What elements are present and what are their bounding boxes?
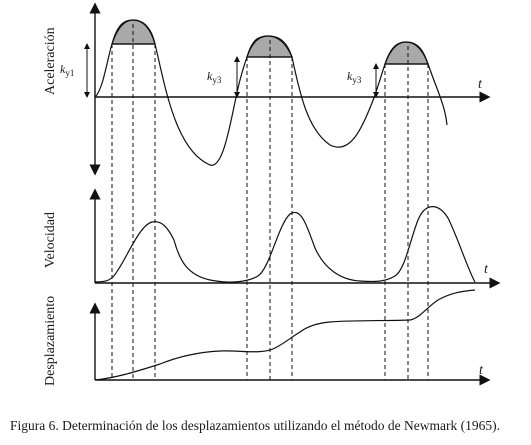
excess-area-3 (384, 41, 429, 65)
velocity-axis-title: Velocidad (43, 212, 58, 268)
acceleration-panel: ky1 ky3 ky3 Aceleración t (43, 2, 491, 176)
displacement-panel: Desplazamiento t (43, 289, 491, 386)
velocity-t-label: t (484, 262, 489, 277)
acceleration-axis-title: Aceleración (43, 27, 58, 95)
ky3-label: ky3 (347, 69, 362, 85)
acceleration-curve (94, 19, 448, 166)
figure-caption: Figura 6. Determinación de los desplazam… (10, 418, 500, 433)
acceleration-t-label: t (478, 77, 483, 92)
displacement-axis-title: Desplazamiento (43, 296, 58, 386)
ky1-label: ky1 (60, 62, 74, 78)
ky2-label: ky3 (207, 69, 222, 85)
velocity-curve (94, 206, 476, 283)
dashed-guides (111, 24, 429, 380)
velocity-panel: Velocidad t (43, 188, 501, 289)
displacement-curve (94, 289, 476, 381)
displacement-t-label: t (479, 363, 484, 378)
excess-area-2 (246, 35, 293, 58)
